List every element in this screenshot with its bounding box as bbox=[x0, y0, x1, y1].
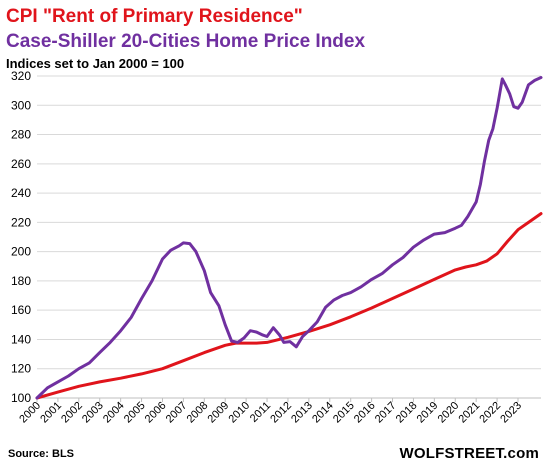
y-tick-160: 160 bbox=[11, 303, 31, 317]
x-tick-2020: 2020 bbox=[436, 400, 462, 426]
x-tick-2016: 2016 bbox=[352, 400, 378, 426]
x-tick-2012: 2012 bbox=[268, 400, 294, 426]
brand-watermark: WOLFSTREET.com bbox=[399, 445, 539, 462]
axes bbox=[36, 397, 541, 402]
y-tick-100: 100 bbox=[11, 391, 31, 405]
y-tick-180: 180 bbox=[11, 274, 31, 288]
x-tick-2013: 2013 bbox=[289, 400, 315, 426]
y-tick-260: 260 bbox=[11, 157, 31, 171]
x-tick-2023: 2023 bbox=[498, 400, 524, 426]
y-tick-120: 120 bbox=[11, 362, 31, 376]
y-tick-200: 200 bbox=[11, 245, 31, 259]
x-tick-2003: 2003 bbox=[80, 400, 106, 426]
y-tick-labels: 100 120 140 160 180 200 220 240 260 280 300 320 bbox=[11, 69, 31, 405]
source-note: Source: BLS bbox=[8, 448, 75, 460]
x-tick-2018: 2018 bbox=[394, 400, 420, 426]
chart-title-rent: CPI "Rent of Primary Residence" bbox=[6, 6, 303, 27]
x-tick-2011: 2011 bbox=[248, 400, 273, 425]
x-tick-2022: 2022 bbox=[477, 400, 503, 426]
x-tick-2015: 2015 bbox=[331, 400, 357, 426]
y-tick-300: 300 bbox=[11, 98, 31, 112]
y-tick-220: 220 bbox=[11, 215, 31, 229]
x-tick-2007: 2007 bbox=[164, 400, 190, 426]
series-lines bbox=[35, 76, 543, 400]
chart-subtitle: Indices set to Jan 2000 = 100 bbox=[6, 56, 185, 71]
x-tick-2009: 2009 bbox=[206, 400, 232, 426]
y-tick-280: 280 bbox=[11, 128, 31, 142]
y-tick-320: 320 bbox=[11, 69, 31, 83]
x-tick-2006: 2006 bbox=[143, 400, 169, 426]
x-tick-labels: 2000200120022003200420052006200720082009… bbox=[17, 400, 524, 426]
x-tick-2021: 2021 bbox=[456, 400, 482, 426]
x-tick-2017: 2017 bbox=[373, 400, 399, 426]
x-tick-2002: 2002 bbox=[59, 400, 85, 426]
x-tick-2005: 2005 bbox=[122, 400, 148, 426]
grid-lines bbox=[37, 75, 541, 399]
y-tick-140: 140 bbox=[11, 332, 31, 346]
chart-title-home-price: Case-Shiller 20-Cities Home Price Index bbox=[6, 31, 366, 52]
x-tick-2014: 2014 bbox=[310, 400, 336, 426]
x-tick-2004: 2004 bbox=[101, 400, 127, 426]
series-line-rent bbox=[35, 212, 543, 400]
y-tick-240: 240 bbox=[11, 186, 31, 200]
series-line-home_price bbox=[35, 76, 543, 400]
x-tick-2008: 2008 bbox=[185, 400, 211, 426]
x-tick-2010: 2010 bbox=[226, 400, 252, 426]
x-tick-2019: 2019 bbox=[415, 400, 441, 426]
x-tick-2001: 2001 bbox=[38, 400, 64, 426]
